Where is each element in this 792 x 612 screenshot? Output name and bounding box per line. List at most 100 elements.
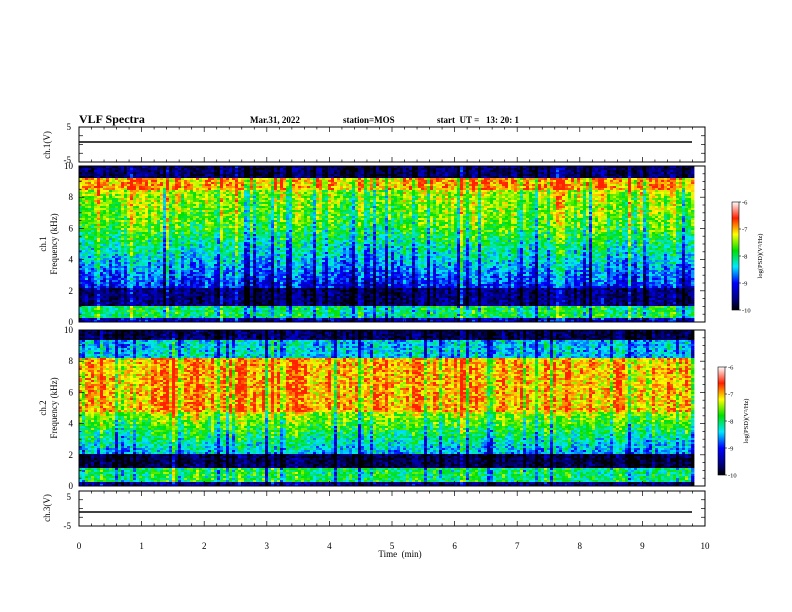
- spectrogram-cell: [94, 252, 98, 255]
- spectrogram-cell: [112, 218, 116, 221]
- spectrogram-cell: [151, 308, 155, 311]
- spectrogram-cell: [121, 248, 125, 251]
- spectrogram-cell: [100, 204, 104, 207]
- spectrogram-cell: [160, 316, 164, 319]
- spectrogram-cell: [154, 286, 158, 289]
- spectrogram-cell: [100, 262, 104, 265]
- spectrogram-cell: [139, 198, 143, 201]
- spectrogram-cell: [154, 230, 158, 233]
- spectrogram-cell: [97, 234, 101, 237]
- spectrogram-cell: [112, 270, 116, 273]
- spectrogram-cell: [94, 250, 98, 253]
- spectrogram-cell: [91, 284, 95, 287]
- spectrogram-cell: [118, 192, 122, 195]
- spectrogram-cell: [160, 230, 164, 233]
- spectrogram-cell: [139, 302, 143, 305]
- spectrogram-cell: [85, 286, 89, 289]
- spectrogram-cell: [154, 312, 158, 315]
- spectrogram-cell: [97, 262, 101, 265]
- spectrogram-cell: [133, 308, 137, 311]
- spectrogram-cell: [163, 302, 167, 305]
- spectrogram-cell: [121, 280, 125, 283]
- spectrogram-cell: [109, 218, 113, 221]
- spectrogram-cell: [109, 184, 113, 187]
- spectrogram-cell: [109, 306, 113, 309]
- spectrogram-cell: [133, 218, 137, 221]
- spectrogram-cell: [97, 224, 101, 227]
- spectrogram-cell: [79, 310, 83, 313]
- spectrogram-cell: [163, 294, 167, 297]
- spectrogram-cell: [124, 254, 128, 257]
- spectrogram-cell: [103, 208, 107, 211]
- spectrogram-cell: [136, 170, 140, 173]
- spectrogram-cell: [88, 180, 92, 183]
- spectrogram-cell: [124, 216, 128, 219]
- spectrogram-cell: [112, 306, 116, 309]
- spectrogram-cell: [172, 258, 176, 261]
- spectrogram-cell: [79, 210, 83, 213]
- spectrogram-cell: [151, 184, 155, 187]
- spectrogram-cell: [115, 268, 119, 271]
- spectrogram-cell: [94, 172, 98, 175]
- spectrogram-cell: [136, 180, 140, 183]
- spectrogram-cell: [118, 262, 122, 265]
- spectrogram-cell: [124, 260, 128, 263]
- spectrogram-cell: [139, 220, 143, 223]
- spectrogram-cell: [112, 276, 116, 279]
- spectrogram-cell: [136, 182, 140, 185]
- spectrogram-cell: [157, 194, 161, 197]
- spectrogram-cell: [166, 230, 170, 233]
- spectrogram-cell: [133, 228, 137, 231]
- spectrogram-cell: [154, 188, 158, 191]
- spectrogram-cell: [166, 190, 170, 193]
- spectrogram-cell: [124, 224, 128, 227]
- spectrogram-cell: [82, 236, 86, 239]
- spectrogram-cell: [172, 308, 176, 311]
- spectrogram-cell: [169, 244, 173, 247]
- spectrogram-cell: [130, 270, 134, 273]
- spectrogram-cell: [100, 280, 104, 283]
- spectrogram-cell: [172, 216, 176, 219]
- spectrogram-cell: [94, 200, 98, 203]
- spectrogram-cell: [154, 294, 158, 297]
- spectrogram-cell: [118, 186, 122, 189]
- spectrogram-cell: [112, 196, 116, 199]
- spectrogram-cell: [130, 224, 134, 227]
- spectrogram-cell: [166, 260, 170, 263]
- spectrogram-cell: [163, 180, 167, 183]
- spectrogram-cell: [97, 320, 101, 323]
- spectrogram-cell: [154, 284, 158, 287]
- spectrogram-cell: [109, 260, 113, 263]
- spectrogram-cell: [172, 250, 176, 253]
- spectrogram-cell: [172, 292, 176, 295]
- spectrogram-cell: [82, 170, 86, 173]
- spectrogram-cell: [85, 288, 89, 291]
- spectrogram-cell: [79, 234, 83, 237]
- spectrogram-cell: [85, 178, 89, 181]
- spectrogram-cell: [133, 212, 137, 215]
- spectrogram-cell: [100, 228, 104, 231]
- spectrogram-cell: [172, 310, 176, 313]
- spectrogram-cell: [145, 250, 149, 253]
- spectrogram-cell: [112, 252, 116, 255]
- spectrogram-cell: [151, 200, 155, 203]
- spectrogram-cell: [97, 268, 101, 271]
- spectrogram-cell: [133, 216, 137, 219]
- spectrogram-cell: [127, 230, 131, 233]
- spectrogram-cell: [124, 168, 128, 171]
- spectrogram-cell: [112, 214, 116, 217]
- spectrogram-cell: [97, 246, 101, 249]
- spectrogram-cell: [106, 302, 110, 305]
- spectrogram-cell: [82, 176, 86, 179]
- spectrogram-cell: [145, 310, 149, 313]
- spectrogram-cell: [106, 186, 110, 189]
- spectrogram-cell: [82, 266, 86, 269]
- spectrogram-cell: [133, 196, 137, 199]
- spectrogram-cell: [166, 236, 170, 239]
- spectrogram-cell: [172, 278, 176, 281]
- spectrogram-cell: [112, 264, 116, 267]
- spectrogram-cell: [103, 246, 107, 249]
- spectrogram-cell: [112, 180, 116, 183]
- spectrogram-cell: [94, 204, 98, 207]
- spectrogram-cell: [91, 250, 95, 253]
